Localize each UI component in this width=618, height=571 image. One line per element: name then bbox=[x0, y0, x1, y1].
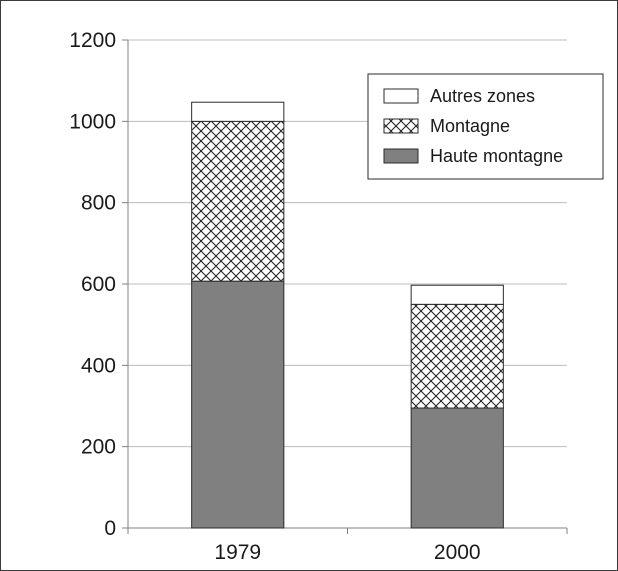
x-tick-label: 2000 bbox=[434, 541, 481, 564]
y-tick-label: 200 bbox=[81, 436, 116, 459]
legend-label-montagne: Montagne bbox=[430, 116, 510, 136]
legend-label-autres-zones: Autres zones bbox=[430, 86, 535, 106]
bars bbox=[191, 101, 504, 529]
legend-label-haute-montagne: Haute montagne bbox=[430, 146, 563, 166]
y-tick-label: 800 bbox=[81, 192, 116, 215]
legend-swatch-montagne bbox=[383, 118, 419, 134]
bar-segment-haute-montagne-1979 bbox=[191, 280, 285, 529]
tick-labels: 0 200 400 600 800 1000 1200 1979 2000 bbox=[69, 29, 480, 564]
y-tick-label: 600 bbox=[81, 273, 116, 296]
legend: Autres zones Montagne Haute montagne bbox=[367, 73, 604, 180]
x-tick-label: 1979 bbox=[214, 541, 261, 564]
y-tick-label: 0 bbox=[104, 517, 116, 540]
bar-segment-autres-zones-1979 bbox=[191, 101, 285, 122]
y-tick-label: 1200 bbox=[69, 29, 116, 52]
bar-segment-autres-zones-2000 bbox=[410, 284, 504, 305]
y-tick-label: 1000 bbox=[69, 110, 116, 133]
legend-swatch-autres-zones bbox=[383, 88, 419, 104]
bar-segment-montagne-1979 bbox=[191, 120, 285, 282]
legend-swatch-haute-montagne bbox=[383, 148, 419, 164]
bar-segment-montagne-2000 bbox=[410, 303, 504, 409]
bar-segment-haute-montagne-2000 bbox=[410, 407, 504, 529]
y-tick-label: 400 bbox=[81, 354, 116, 377]
